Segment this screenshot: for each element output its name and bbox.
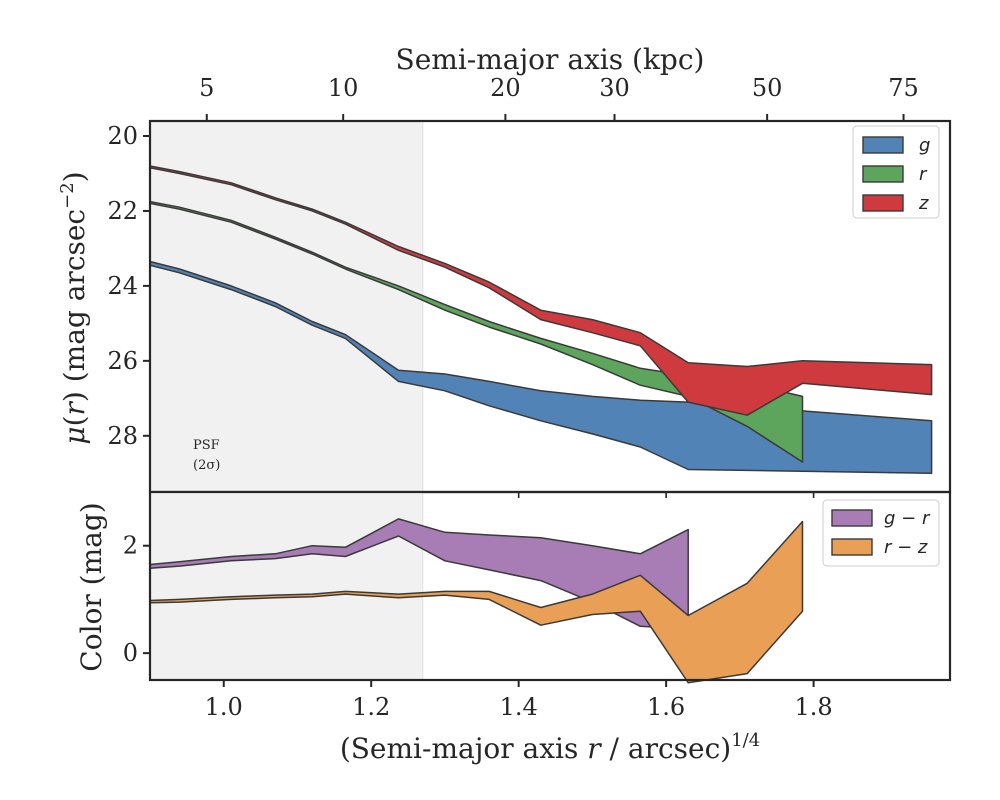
x-tick-label: 1.2 [352,693,390,721]
y-tick-label: 22 [107,197,138,225]
y-tick-label: 26 [107,347,138,375]
psf-shaded-region [149,120,424,493]
y-tick-label: 24 [107,272,138,300]
bottom-legend: g − r r − z [822,499,940,567]
xlabel-exponent: 1/4 [731,730,760,751]
legend-swatch [862,136,904,154]
kpc-tick-label: 75 [888,74,919,102]
legend-swatch [831,509,873,527]
r-symbol: r [58,400,91,415]
x-tick-label: 1.4 [500,693,538,721]
top-series-group [149,165,933,475]
bottom-y-axis-title: Color (mag) [75,502,108,671]
series-band-bottom-1 [149,520,804,684]
bottom-x-axis-ticks: 1.0 1.2 1.4 1.6 1.8 [205,680,833,721]
legend-swatch [831,538,873,556]
psf-label: PSF (2σ) [193,438,220,473]
kpc-tick-label: 5 [199,74,214,102]
legend-label: z [918,193,929,214]
kpc-tick-label: 20 [490,74,521,102]
legend-label: g [919,135,930,156]
paren-open: ( [58,415,91,426]
bottom-series-group [149,518,804,684]
x-tick-label: 1.6 [647,693,685,721]
top-legend: grz [852,125,940,219]
series-band-top-1 [149,200,804,463]
legend-swatch [862,194,904,212]
top-y-axis-title: μ(r) (mag arcsec−2) [57,171,91,444]
bottom-x-axis-title: (Semi-major axis r / arcsec)1/4 [340,730,760,765]
bottom-y-axis-ticks: 02 [123,532,150,667]
y-tick-label: 0 [123,639,138,667]
legend-swatch [862,165,904,183]
bottom-panel-frame [148,490,952,682]
top-y-axis-ticks: 20 22 24 26 28 [107,122,150,450]
legend-label: g − r [884,508,931,529]
xlabel-rest: / arcsec) [601,732,732,765]
xlabel-r: r [587,732,602,765]
series-band-top-2 [149,165,933,416]
y-tick-label: 28 [107,422,138,450]
mu-symbol: μ [58,426,91,444]
kpc-tick-label: 30 [599,74,630,102]
kpc-tick-label: 50 [752,74,783,102]
kpc-tick-label: 10 [328,74,359,102]
unit-exponent: −2 [57,182,78,209]
y-tick-label: 20 [107,122,138,150]
xlabel-open: (Semi-major axis [340,732,587,765]
paren-close: ) [58,171,91,182]
psf-label-line1: PSF [193,438,220,453]
unit-text: ) (mag arcsec [58,209,91,402]
legend-label: r − z [884,537,928,558]
psf-label-line2: (2σ) [193,458,220,473]
x-tick-label: 1.8 [795,693,833,721]
top-x-axis-title: Semi-major axis (kpc) [396,43,705,76]
bottom-panel: 02 1.0 1.2 1.4 1.6 1.8 g − rr − z Color (mag… [75,490,952,765]
legend-label: r [919,164,928,185]
x-tick-label: 1.0 [205,693,243,721]
y-tick-label: 2 [123,532,138,560]
top-x-axis-ticks: 5 10 20 30 50 75 [199,74,919,121]
psf-shaded-region-bottom [149,491,424,681]
